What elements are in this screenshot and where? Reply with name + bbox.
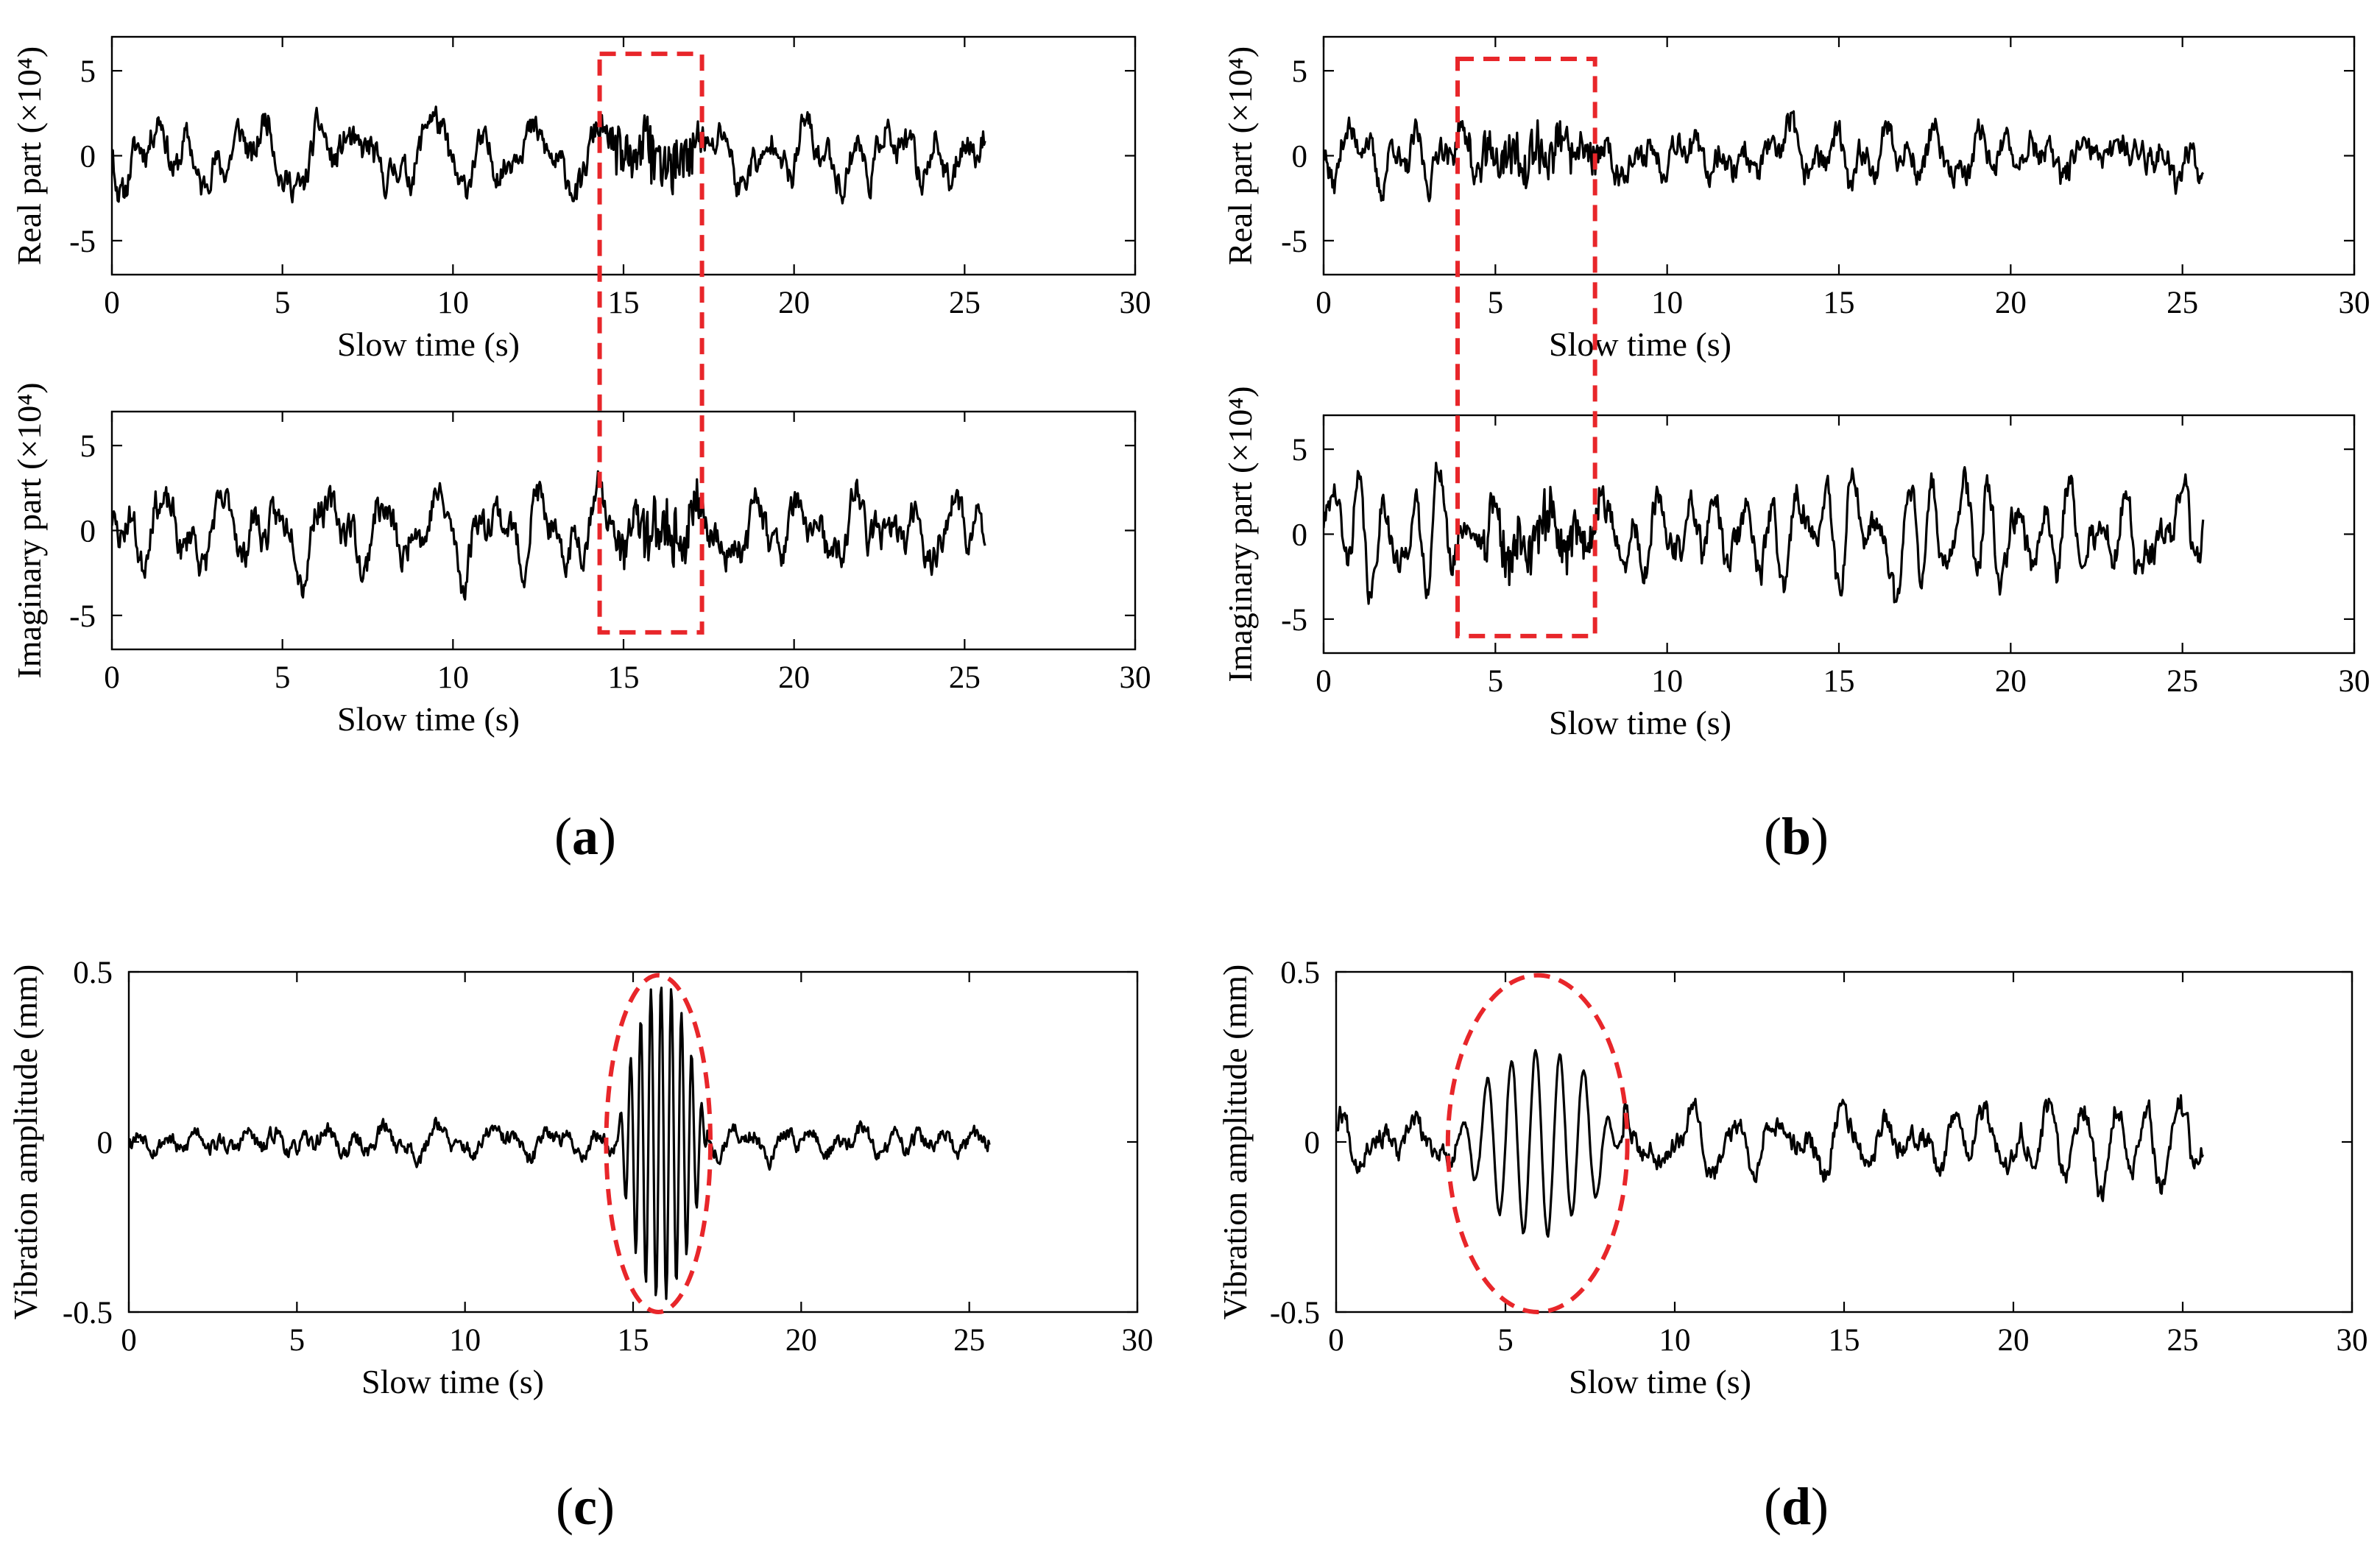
- y-tick-label: 5: [80, 429, 96, 464]
- x-tick-label: 30: [2337, 1323, 2368, 1358]
- x-tick-label: 25: [2167, 1323, 2199, 1358]
- y-tick-label: -0.5: [1270, 1296, 1320, 1330]
- x-tick-label: 15: [608, 660, 640, 695]
- y-tick-label: -5: [1281, 603, 1307, 638]
- x-tick-label: 25: [949, 660, 981, 695]
- y-tick-label: 5: [80, 54, 96, 89]
- y-tick-label: 0: [80, 140, 96, 174]
- x-tick-label: 25: [953, 1323, 985, 1358]
- y-tick-label: -5: [69, 225, 96, 259]
- chart-b-real: 0 5 10 15 20 25 30 -5 0 5 Slow time (s) Real part (…: [1221, 35, 2370, 363]
- highlight-box-a: [597, 52, 705, 635]
- x-tick-label: 5: [275, 660, 291, 695]
- y-tick-label: 0: [97, 1126, 113, 1160]
- x-axis-label: Slow time (s): [1549, 325, 1731, 363]
- y-axis-label: Imaginary part (×10⁴): [10, 382, 48, 678]
- x-tick-label: 0: [121, 1323, 137, 1358]
- x-tick-label: 20: [778, 286, 810, 320]
- series-line-vibration: [1336, 1048, 2205, 1238]
- y-tick-label: -5: [69, 599, 96, 634]
- x-axis-label: Slow time (s): [361, 1363, 544, 1400]
- x-axis-label: Slow time (s): [1569, 1363, 1751, 1400]
- y-axis-label: Real part (×10⁴): [10, 46, 48, 265]
- y-tick-label: 5: [1292, 433, 1308, 468]
- y-tick-label: 0: [1292, 518, 1308, 553]
- x-tick-label: 30: [1120, 286, 1151, 320]
- panel-labels: (a) (b) (c) (d): [554, 807, 1829, 1536]
- x-tick-label: 25: [2167, 664, 2198, 699]
- x-tick-label: 5: [289, 1323, 306, 1358]
- y-axis-label: Vibration amplitude (mm): [1216, 965, 1254, 1320]
- highlight-ellipse-c: [604, 973, 713, 1315]
- y-axis-label: Imaginary part (×10⁴): [1221, 386, 1259, 682]
- x-tick-label: 30: [2339, 286, 2370, 320]
- x-tick-label: 10: [1659, 1323, 1691, 1358]
- x-tick-label: 20: [1995, 664, 2027, 699]
- highlight-ellipse-d: [1445, 973, 1630, 1315]
- x-tick-label: 0: [104, 660, 120, 695]
- x-tick-label: 0: [1316, 286, 1332, 320]
- y-tick-label: 0.5: [73, 956, 113, 990]
- x-axis-label: Slow time (s): [337, 325, 520, 363]
- x-tick-label: 30: [2339, 664, 2370, 699]
- x-tick-label: 15: [1823, 286, 1855, 320]
- x-tick-label: 30: [1122, 1323, 1154, 1358]
- axes-frame: [1335, 970, 2353, 1314]
- series-line-imaginary: [112, 470, 986, 601]
- x-tick-label: 30: [1120, 660, 1151, 695]
- x-tick-label: 0: [104, 286, 120, 320]
- x-tick-label: 5: [1488, 286, 1504, 320]
- highlight-overlays: [597, 52, 1630, 1315]
- y-tick-label: 0: [80, 515, 96, 549]
- x-tick-label: 15: [1823, 664, 1855, 699]
- y-tick-label: 5: [1292, 54, 1308, 89]
- series-line-vibration: [129, 987, 991, 1300]
- panel-label-a: (a): [554, 807, 616, 866]
- series-line-real: [1324, 110, 2205, 202]
- x-tick-label: 5: [275, 286, 291, 320]
- x-tick-label: 5: [1488, 664, 1504, 699]
- x-tick-label: 20: [785, 1323, 817, 1358]
- x-tick-label: 20: [1998, 1323, 2030, 1358]
- x-tick-label: 5: [1497, 1323, 1514, 1358]
- x-tick-label: 0: [1316, 664, 1332, 699]
- x-tick-label: 10: [1651, 286, 1683, 320]
- x-tick-label: 20: [778, 660, 810, 695]
- x-tick-label: 10: [1651, 664, 1683, 699]
- x-tick-label: 20: [1995, 286, 2027, 320]
- x-tick-label: 25: [2167, 286, 2198, 320]
- panel-label-d: (d): [1764, 1477, 1829, 1536]
- panel-label-b: (b): [1764, 807, 1829, 866]
- highlight-box-b: [1455, 56, 1597, 638]
- x-tick-label: 15: [1829, 1323, 1860, 1358]
- x-axis-label: Slow time (s): [337, 700, 520, 738]
- series-line-imaginary: [1324, 462, 2205, 605]
- y-axis-label: Real part (×10⁴): [1221, 46, 1259, 265]
- x-tick-label: 10: [449, 1323, 481, 1358]
- x-tick-label: 15: [618, 1323, 649, 1358]
- y-tick-label: 0.5: [1280, 956, 1320, 990]
- y-tick-label: 0: [1304, 1126, 1321, 1160]
- x-tick-label: 10: [437, 660, 469, 695]
- x-tick-label: 15: [608, 286, 640, 320]
- panel-label-c: (c): [556, 1477, 615, 1536]
- y-tick-label: -5: [1281, 225, 1307, 259]
- axes-frame: [1322, 35, 2356, 276]
- series-line-real: [112, 105, 986, 205]
- y-tick-label: -0.5: [63, 1296, 113, 1330]
- y-axis-label: Vibration amplitude (mm): [7, 965, 44, 1320]
- y-tick-label: 0: [1292, 140, 1308, 174]
- x-tick-label: 10: [437, 286, 469, 320]
- x-axis-label: Slow time (s): [1549, 704, 1731, 741]
- chart-b-imag: 0 5 10 15 20 25 30 -5 0 5 Slow time (s) Imaginary p…: [1221, 386, 2370, 741]
- x-tick-label: 25: [949, 286, 981, 320]
- x-tick-label: 0: [1328, 1323, 1344, 1358]
